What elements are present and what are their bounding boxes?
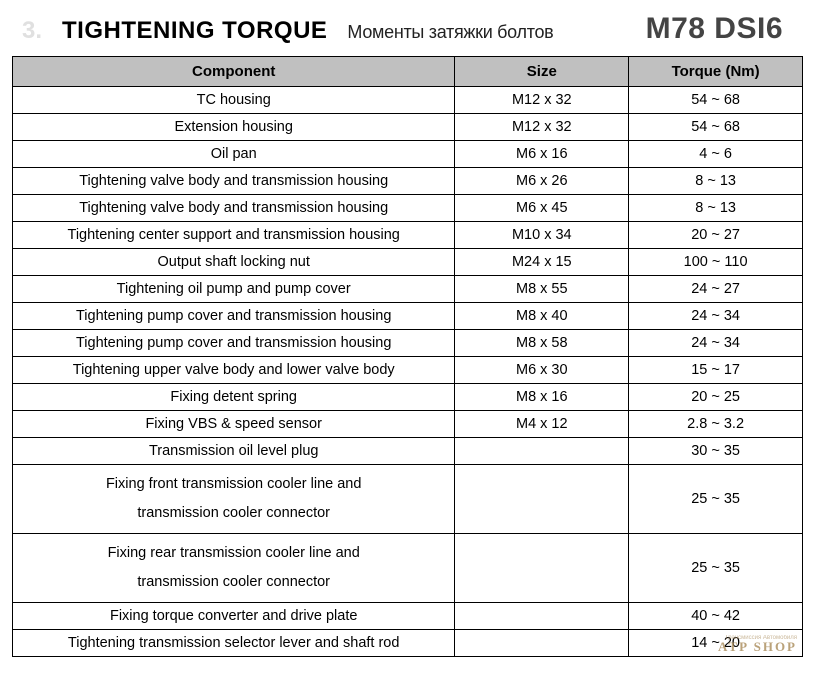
table-row: Tightening oil pump and pump coverM8 x 5… — [13, 276, 803, 303]
cell-torque: 30 ~ 35 — [629, 438, 803, 465]
cell-component: Output shaft locking nut — [13, 249, 455, 276]
cell-size: M8 x 55 — [455, 276, 629, 303]
cell-component: Fixing detent spring — [13, 384, 455, 411]
table-row: Tightening valve body and transmission h… — [13, 168, 803, 195]
cell-size: M8 x 16 — [455, 384, 629, 411]
cell-size — [455, 630, 629, 657]
cell-torque: 20 ~ 27 — [629, 222, 803, 249]
table-header-row: Component Size Torque (Nm) — [13, 57, 803, 87]
header-torque: Torque (Nm) — [629, 57, 803, 87]
cell-torque: 2.8 ~ 3.2 — [629, 411, 803, 438]
table-body: TC housingM12 x 3254 ~ 68Extension housi… — [13, 87, 803, 657]
cell-torque: 4 ~ 6 — [629, 141, 803, 168]
table-row: Fixing front transmission cooler line an… — [13, 465, 803, 534]
table-row: TC housingM12 x 3254 ~ 68 — [13, 87, 803, 114]
cell-component: Fixing torque converter and drive plate — [13, 603, 455, 630]
cell-torque: 54 ~ 68 — [629, 87, 803, 114]
cell-size: M12 x 32 — [455, 114, 629, 141]
cell-size — [455, 603, 629, 630]
table-row: Tightening valve body and transmission h… — [13, 195, 803, 222]
table-row: Fixing detent springM8 x 1620 ~ 25 — [13, 384, 803, 411]
table-row: Transmission oil level plug 30 ~ 35 — [13, 438, 803, 465]
torque-table: Component Size Torque (Nm) TC housingM12… — [12, 56, 803, 657]
cell-size — [455, 534, 629, 603]
cell-component: Tightening valve body and transmission h… — [13, 195, 455, 222]
cell-component: Tightening pump cover and transmission h… — [13, 330, 455, 357]
table-row: Tightening transmission selector lever a… — [13, 630, 803, 657]
cell-component: Extension housing — [13, 114, 455, 141]
cell-torque: 8 ~ 13 — [629, 168, 803, 195]
table-row: Fixing rear transmission cooler line and… — [13, 534, 803, 603]
model-label: M78 DSI6 — [646, 12, 783, 46]
cell-size — [455, 465, 629, 534]
cell-component: Fixing front transmission cooler line an… — [13, 465, 455, 534]
page-title: TIGHTENING TORQUE — [62, 17, 327, 45]
cell-torque: 100 ~ 110 — [629, 249, 803, 276]
cell-component: Fixing VBS & speed sensor — [13, 411, 455, 438]
cell-component: Tightening transmission selector lever a… — [13, 630, 455, 657]
page-header: 3. TIGHTENING TORQUE Моменты затяжки бол… — [12, 8, 803, 56]
page-subtitle: Моменты затяжки болтов — [347, 22, 553, 43]
cell-torque: 40 ~ 42 — [629, 603, 803, 630]
cell-component: TC housing — [13, 87, 455, 114]
cell-component: Transmission oil level plug — [13, 438, 455, 465]
cell-torque: 24 ~ 34 — [629, 303, 803, 330]
cell-size: M6 x 45 — [455, 195, 629, 222]
cell-size: M8 x 58 — [455, 330, 629, 357]
cell-size: M24 x 15 — [455, 249, 629, 276]
header-size: Size — [455, 57, 629, 87]
cell-size: M6 x 16 — [455, 141, 629, 168]
cell-component: Tightening upper valve body and lower va… — [13, 357, 455, 384]
table-row: Extension housingM12 x 3254 ~ 68 — [13, 114, 803, 141]
table-row: Tightening center support and transmissi… — [13, 222, 803, 249]
cell-torque: 24 ~ 34 — [629, 330, 803, 357]
watermark-logo: ATP SHOP — [718, 639, 797, 655]
cell-torque: 15 ~ 17 — [629, 357, 803, 384]
table-row: Fixing VBS & speed sensorM4 x 122.8 ~ 3.… — [13, 411, 803, 438]
cell-torque: 25 ~ 35 — [629, 465, 803, 534]
table-row: Tightening pump cover and transmission h… — [13, 303, 803, 330]
cell-size: M6 x 26 — [455, 168, 629, 195]
table-row: Output shaft locking nutM24 x 15100 ~ 11… — [13, 249, 803, 276]
cell-component: Fixing rear transmission cooler line and… — [13, 534, 455, 603]
cell-component: Tightening center support and transmissi… — [13, 222, 455, 249]
cell-component: Tightening oil pump and pump cover — [13, 276, 455, 303]
cell-torque: 54 ~ 68 — [629, 114, 803, 141]
cell-component: Oil pan — [13, 141, 455, 168]
cell-torque: 24 ~ 27 — [629, 276, 803, 303]
section-number: 3. — [22, 17, 42, 45]
table-row: Tightening pump cover and transmission h… — [13, 330, 803, 357]
header-component: Component — [13, 57, 455, 87]
cell-size: M12 x 32 — [455, 87, 629, 114]
table-row: Oil panM6 x 164 ~ 6 — [13, 141, 803, 168]
cell-size — [455, 438, 629, 465]
cell-torque: 25 ~ 35 — [629, 534, 803, 603]
table-row: Tightening upper valve body and lower va… — [13, 357, 803, 384]
cell-torque: 8 ~ 13 — [629, 195, 803, 222]
cell-size: M6 x 30 — [455, 357, 629, 384]
cell-size: M8 x 40 — [455, 303, 629, 330]
cell-component: Tightening valve body and transmission h… — [13, 168, 455, 195]
table-row: Fixing torque converter and drive plate 4… — [13, 603, 803, 630]
cell-size: M10 x 34 — [455, 222, 629, 249]
cell-torque: 20 ~ 25 — [629, 384, 803, 411]
cell-component: Tightening pump cover and transmission h… — [13, 303, 455, 330]
cell-size: M4 x 12 — [455, 411, 629, 438]
